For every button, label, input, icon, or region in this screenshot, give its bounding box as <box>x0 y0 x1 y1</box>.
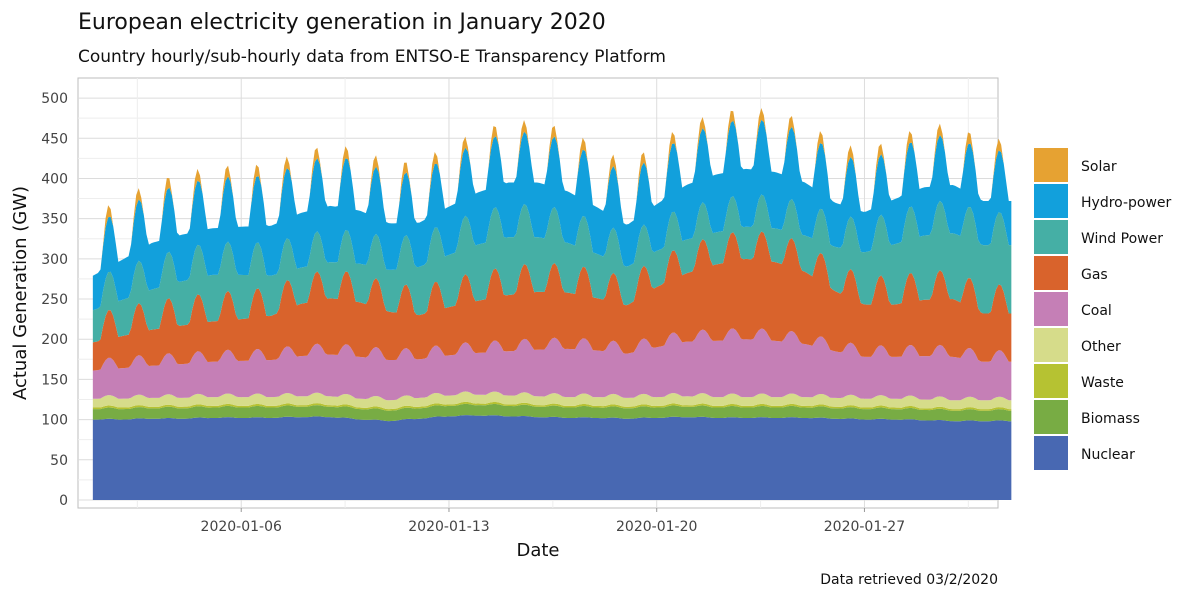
chart-subtitle: Country hourly/sub-hourly data from ENTS… <box>78 47 666 67</box>
legend-label: Nuclear <box>1081 447 1135 463</box>
legend-label: Waste <box>1081 375 1124 391</box>
x-axis: 2020-01-06 2020-01-13 2020-01-20 2020-01-27 <box>201 508 905 535</box>
legend-swatch-hydro-power <box>1034 184 1068 218</box>
legend-swatch-waste <box>1034 364 1068 398</box>
y-tick-label: 200 <box>41 332 68 348</box>
legend: Solar Hydro-power Wind Power Gas Coal Other Wa… <box>1034 148 1172 470</box>
legend-label: Solar <box>1081 159 1117 175</box>
x-tick-label: 2020-01-06 <box>201 519 282 535</box>
legend-swatch-nuclear <box>1034 436 1068 470</box>
x-tick-label: 2020-01-27 <box>824 519 905 535</box>
x-axis-title: Date <box>516 540 559 561</box>
legend-label: Other <box>1081 339 1121 355</box>
area-hydro-power <box>92 119 1012 311</box>
y-tick-label: 300 <box>41 252 68 268</box>
stacked-areas <box>92 108 1012 500</box>
y-tick-label: 100 <box>41 413 68 429</box>
area-nuclear <box>92 415 1012 500</box>
legend-label: Gas <box>1081 267 1108 283</box>
area-gas <box>92 231 1012 371</box>
area-other <box>92 391 1012 410</box>
y-tick-label: 150 <box>41 372 68 388</box>
legend-swatch-other <box>1034 328 1068 362</box>
y-tick-label: 500 <box>41 91 68 107</box>
y-axis-title: Actual Generation (GW) <box>10 186 31 400</box>
area-coal <box>92 328 1012 401</box>
y-tick-label: 250 <box>41 292 68 308</box>
area-waste <box>92 401 1012 411</box>
legend-swatch-solar <box>1034 148 1068 182</box>
chart-title: European electricity generation in Janua… <box>78 10 606 35</box>
x-tick-label: 2020-01-13 <box>408 519 489 535</box>
y-tick-label: 400 <box>41 171 68 187</box>
y-axis: 0 50 100 150 200 250 300 350 400 450 500 <box>41 91 68 509</box>
x-tick-label: 2020-01-20 <box>616 519 697 535</box>
legend-label: Biomass <box>1081 411 1140 427</box>
caption: Data retrieved 03/2/2020 <box>820 572 998 588</box>
y-tick-label: 0 <box>59 493 68 509</box>
legend-swatch-gas <box>1034 256 1068 290</box>
legend-swatch-wind-power <box>1034 220 1068 254</box>
legend-swatch-coal <box>1034 292 1068 326</box>
legend-swatch-biomass <box>1034 400 1068 434</box>
area-wind-power <box>92 194 1012 343</box>
y-tick-label: 450 <box>41 131 68 147</box>
legend-label: Coal <box>1081 303 1112 319</box>
y-tick-label: 350 <box>41 212 68 228</box>
legend-label: Wind Power <box>1081 231 1163 247</box>
y-tick-label: 50 <box>50 453 68 469</box>
area-biomass <box>92 403 1012 422</box>
legend-label: Hydro-power <box>1081 195 1172 211</box>
